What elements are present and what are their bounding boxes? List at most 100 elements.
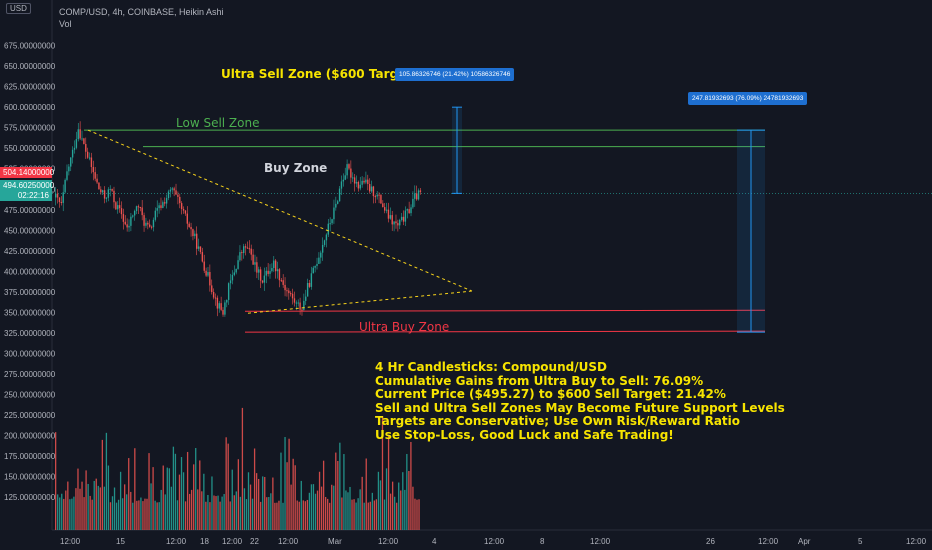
candle-body xyxy=(62,192,64,203)
candle-body xyxy=(171,188,173,190)
candle-body xyxy=(273,260,275,268)
candle-body xyxy=(222,309,224,315)
volume-bar xyxy=(164,494,166,530)
volume-bar xyxy=(209,502,211,530)
volume-bar xyxy=(400,490,402,530)
volume-bar xyxy=(245,499,248,530)
volume-bar xyxy=(207,494,209,530)
volume-bar xyxy=(389,493,392,530)
chart-legend: COMP/USD, 4h, COINBASE, Heikin Ashi Vol xyxy=(59,6,224,30)
x-tick-label: 12:00 xyxy=(278,537,299,546)
volume-bar xyxy=(156,502,158,530)
analysis-notes: 4 Hr Candlesticks: Compound/USD Cumulati… xyxy=(375,360,785,442)
candle-body xyxy=(310,273,313,287)
candle-body xyxy=(256,262,258,273)
candle-body xyxy=(301,309,303,311)
x-tick-label: 12:00 xyxy=(758,537,779,546)
last-price-tag: 504.14000000 xyxy=(0,167,54,178)
volume-bar xyxy=(184,501,187,530)
candle-body xyxy=(344,175,346,180)
candle-body xyxy=(415,193,418,200)
currency-button[interactable]: USD xyxy=(6,3,31,14)
volume-bar xyxy=(282,502,284,530)
x-tick-label: 15 xyxy=(116,537,125,546)
volume-bar xyxy=(290,484,292,530)
candle-body xyxy=(122,214,125,222)
volume-bar xyxy=(124,484,126,530)
candle-body xyxy=(372,186,375,197)
candle-body xyxy=(141,207,143,216)
candle-body xyxy=(335,203,337,208)
volume-bar xyxy=(381,417,384,530)
volume-bar xyxy=(55,432,57,530)
candle-body xyxy=(342,179,345,182)
candle-body xyxy=(290,293,292,295)
volume-bar xyxy=(359,489,361,530)
volume-bar xyxy=(258,478,260,530)
volume-bar xyxy=(93,480,95,530)
volume-bar xyxy=(134,448,136,530)
x-tick-label: 12:00 xyxy=(590,537,611,546)
volume-bar xyxy=(152,467,154,530)
candle-body xyxy=(380,195,382,204)
note-line: Use Stop-Loss, Good Luck and Safe Tradin… xyxy=(375,427,674,442)
x-tick-label: 22 xyxy=(250,537,259,546)
volume-bar xyxy=(67,481,69,530)
candle-body xyxy=(250,248,252,255)
candle-body xyxy=(212,291,215,298)
candle-body xyxy=(180,203,183,210)
volume-bar xyxy=(270,493,272,530)
volume-bar xyxy=(251,498,254,530)
candle-body xyxy=(111,189,113,191)
candle-body xyxy=(105,197,108,199)
volume-bar xyxy=(176,500,179,530)
x-tick-label: Apr xyxy=(798,537,811,546)
volume-bar xyxy=(385,468,388,530)
candle-body xyxy=(286,290,288,292)
volume-bar xyxy=(213,495,215,530)
note-line: Cumulative Gains from Ultra Buy to Sell:… xyxy=(375,373,704,388)
candle-body xyxy=(81,138,83,140)
candle-body xyxy=(60,201,63,203)
volume-bar xyxy=(255,473,258,530)
volume-bar xyxy=(115,502,118,530)
volume-bar xyxy=(191,489,193,530)
x-tick-label: 12:00 xyxy=(166,537,187,546)
candle-body xyxy=(374,196,376,198)
candle-body xyxy=(103,190,106,199)
volume-bar xyxy=(65,490,67,530)
bottom-zone-line xyxy=(244,330,766,333)
x-tick-label: Mar xyxy=(328,537,342,546)
candle-body xyxy=(376,194,378,197)
volume-bar xyxy=(280,452,282,530)
x-tick-label: 12:00 xyxy=(378,537,399,546)
volume-bar xyxy=(266,497,268,530)
candle-body xyxy=(282,280,284,285)
volume-bar xyxy=(335,452,337,530)
volume-bar xyxy=(63,498,65,530)
volume-bar xyxy=(57,494,59,530)
candle-body xyxy=(397,223,399,226)
candle-body xyxy=(145,222,147,226)
candle-body xyxy=(118,205,121,209)
candle-body xyxy=(79,129,81,139)
y-tick-label: 475.00000000 xyxy=(4,206,56,215)
volume-bar xyxy=(95,478,97,530)
volume-bar xyxy=(294,465,296,530)
candle-body xyxy=(384,207,386,211)
low-sell-zone-label: Low Sell Zone xyxy=(176,116,260,130)
volume-bar xyxy=(140,497,142,530)
candle-body xyxy=(246,247,249,249)
candle-body xyxy=(271,267,273,272)
candle-body xyxy=(252,254,254,265)
candle-body xyxy=(404,210,407,222)
volume-bar xyxy=(130,491,132,530)
candle-body xyxy=(109,189,111,191)
candle-body xyxy=(158,205,160,209)
volume-bar xyxy=(178,474,181,530)
candle-body xyxy=(399,219,401,226)
candle-body xyxy=(216,297,219,309)
x-tick-label: 12:00 xyxy=(222,537,243,546)
candle-body xyxy=(305,296,307,301)
